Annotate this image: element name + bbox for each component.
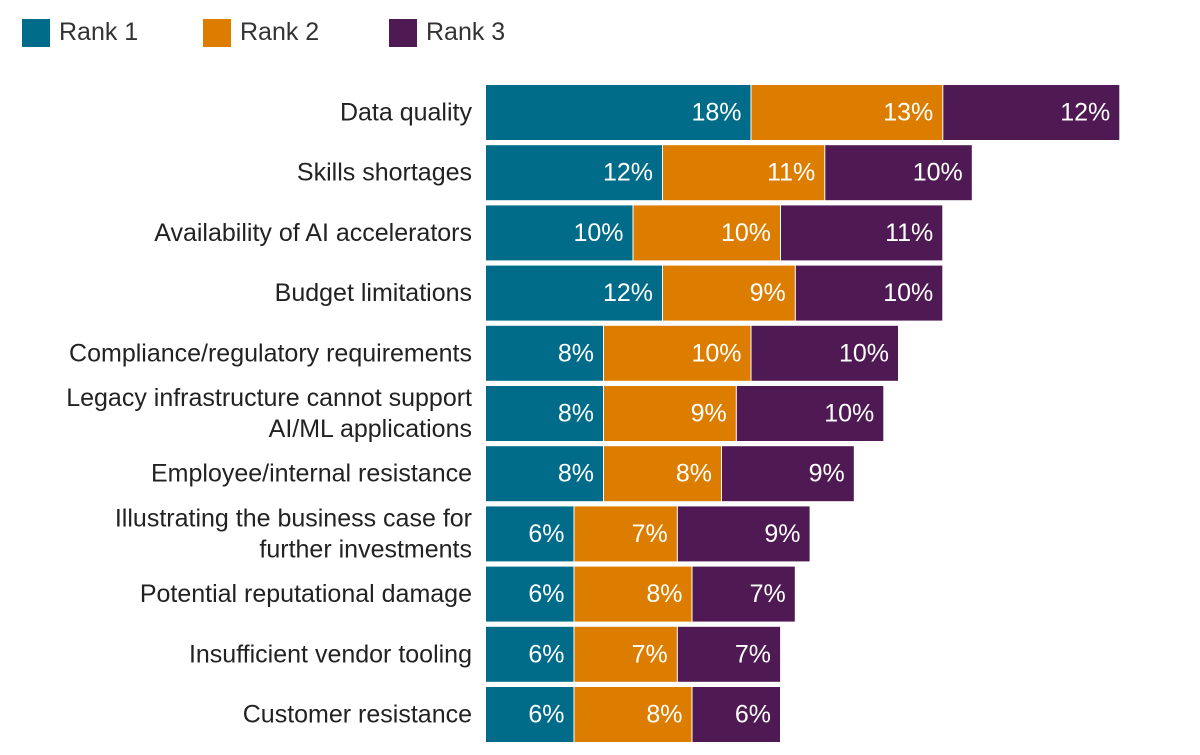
bar-segment-rank-3 bbox=[677, 626, 781, 682]
bar-segment-rank-3 bbox=[781, 205, 943, 261]
legend-label: Rank 2 bbox=[240, 18, 320, 46]
bar-segment-rank-1 bbox=[486, 446, 603, 502]
bar-value-label: 7% bbox=[632, 520, 668, 548]
bar-value-label: 8% bbox=[646, 701, 682, 729]
category-label: Budget limitations bbox=[275, 279, 472, 307]
category-label: further investments bbox=[259, 535, 472, 563]
bar-segment-rank-1 bbox=[486, 626, 574, 682]
bar-value-label: 9% bbox=[750, 279, 786, 307]
bar-segment-rank-3 bbox=[736, 386, 884, 441]
bar-value-label: 6% bbox=[528, 580, 564, 608]
legend-swatch bbox=[22, 19, 50, 47]
bar-segment-rank-1 bbox=[486, 386, 603, 441]
category-label: Compliance/regulatory requirements bbox=[69, 339, 472, 367]
bar-value-label: 8% bbox=[646, 580, 682, 608]
category-label: Data quality bbox=[340, 99, 473, 127]
bar-value-label: 7% bbox=[750, 580, 786, 608]
bar-segment-rank-2 bbox=[604, 386, 736, 441]
bar-segment-rank-2 bbox=[633, 205, 780, 261]
category-label: Potential reputational damage bbox=[140, 580, 472, 608]
bar-segment-rank-1 bbox=[486, 265, 662, 321]
category-label: Skills shortages bbox=[297, 159, 472, 187]
bar-value-label: 6% bbox=[528, 520, 564, 548]
bar-segment-rank-3 bbox=[692, 687, 780, 742]
bar-value-label: 8% bbox=[676, 460, 712, 488]
legend-swatch bbox=[203, 19, 231, 47]
category-label: Legacy infrastructure cannot support bbox=[66, 384, 472, 412]
bar-segment-rank-1 bbox=[486, 506, 574, 562]
bar-value-label: 7% bbox=[632, 640, 668, 668]
bar-value-label: 10% bbox=[824, 400, 874, 428]
category-label: Insufficient vendor tooling bbox=[189, 640, 472, 668]
category-label: Illustrating the business case for bbox=[115, 504, 472, 532]
bar-value-label: 6% bbox=[735, 701, 771, 729]
bar-value-label: 11% bbox=[885, 219, 933, 247]
category-label: Employee/internal resistance bbox=[151, 460, 472, 488]
bar-value-label: 10% bbox=[691, 339, 741, 367]
bar-value-label: 9% bbox=[691, 400, 727, 428]
bar-segment-rank-2 bbox=[574, 687, 692, 742]
bar-segment-rank-3 bbox=[722, 446, 854, 502]
bar-segment-rank-2 bbox=[574, 506, 677, 562]
bar-value-label: 9% bbox=[764, 520, 800, 548]
bar-value-label: 6% bbox=[528, 640, 564, 668]
legend-swatch bbox=[389, 19, 417, 47]
category-label: AI/ML applications bbox=[269, 415, 472, 443]
legend-label: Rank 1 bbox=[59, 18, 139, 46]
bar-segment-rank-1 bbox=[486, 325, 603, 381]
bar-value-label: 8% bbox=[558, 339, 594, 367]
bar-segment-rank-2 bbox=[604, 325, 751, 381]
bar-segment-rank-3 bbox=[795, 265, 943, 321]
bar-value-label: 18% bbox=[691, 99, 741, 127]
bar-value-label: 10% bbox=[839, 339, 889, 367]
bar-value-label: 10% bbox=[883, 279, 933, 307]
bar-value-label: 10% bbox=[721, 219, 771, 247]
bar-segment-rank-1 bbox=[486, 145, 662, 201]
bar-segment-rank-3 bbox=[677, 506, 810, 562]
category-label: Customer resistance bbox=[243, 701, 472, 729]
bar-segment-rank-3 bbox=[825, 145, 972, 201]
bar-segment-rank-2 bbox=[751, 85, 943, 140]
bar-value-label: 10% bbox=[573, 219, 623, 247]
bar-value-label: 13% bbox=[883, 99, 933, 127]
bar-segment-rank-2 bbox=[574, 626, 677, 682]
bar-value-label: 6% bbox=[528, 701, 564, 729]
bar-segment-rank-1 bbox=[486, 566, 574, 622]
bar-value-label: 10% bbox=[913, 159, 963, 187]
bar-segment-rank-2 bbox=[604, 446, 721, 502]
bar-segment-rank-2 bbox=[574, 566, 692, 622]
bar-segment-rank-1 bbox=[486, 205, 633, 261]
bar-value-label: 8% bbox=[558, 400, 594, 428]
bar-segment-rank-3 bbox=[692, 566, 795, 622]
bar-segment-rank-3 bbox=[943, 85, 1120, 140]
bar-value-label: 7% bbox=[735, 640, 771, 668]
bar-segment-rank-2 bbox=[663, 145, 825, 201]
bar-segment-rank-3 bbox=[751, 325, 898, 381]
category-label: Availability of AI accelerators bbox=[154, 219, 472, 247]
bar-segment-rank-1 bbox=[486, 85, 751, 140]
bar-value-label: 9% bbox=[809, 460, 845, 488]
bar-value-label: 8% bbox=[558, 460, 594, 488]
legend-label: Rank 3 bbox=[426, 18, 506, 46]
bar-segment-rank-1 bbox=[486, 687, 574, 742]
bar-value-label: 12% bbox=[603, 159, 653, 187]
bar-segment-rank-2 bbox=[663, 265, 795, 321]
bar-value-label: 12% bbox=[1060, 99, 1110, 127]
bar-value-label: 11% bbox=[767, 159, 815, 187]
bar-value-label: 12% bbox=[603, 279, 653, 307]
